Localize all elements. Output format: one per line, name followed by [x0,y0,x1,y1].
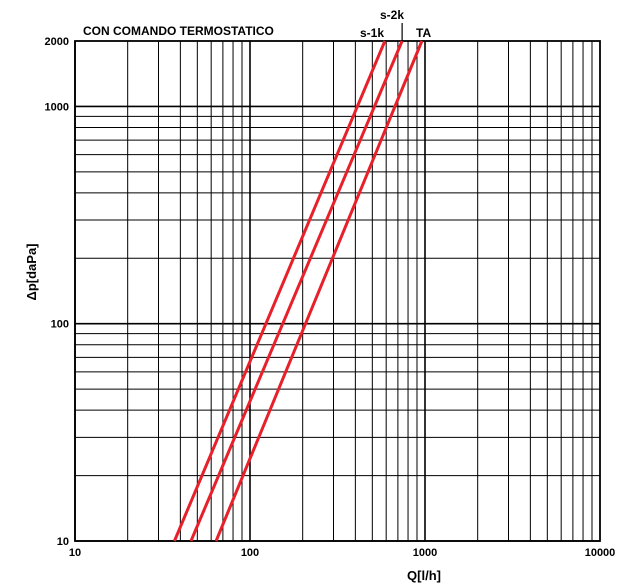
series-lines [173,40,424,542]
x-tick-label: 100 [241,547,259,559]
x-tick-label: 10 [69,547,81,559]
tick-labels: 10 100 1000 10000 10 100 1000 2000 [45,36,616,559]
x-axis-label: Q[l/h] [407,568,441,583]
y-axis-label: Δp[daPa] [24,243,39,300]
x-tick-label: 10000 [585,547,616,559]
y-tick-label: 100 [51,319,69,331]
series-line-ta [214,40,424,542]
series-line-s-1k [173,40,387,542]
plot-frame [74,40,601,542]
grid [74,40,601,542]
series-label-s-2k: s-2k [380,8,404,22]
y-tick-label: 1000 [45,101,69,113]
y-tick-label: 2000 [45,36,69,48]
series-label-s-1k: s-1k [360,26,384,40]
x-tick-label: 1000 [413,547,437,559]
series-line-s-2k [189,40,404,542]
y-tick-label: 10 [57,536,69,548]
series-label-ta: TA [416,26,431,40]
chart-title: CON COMANDO TERMOSTATICO [83,24,274,38]
